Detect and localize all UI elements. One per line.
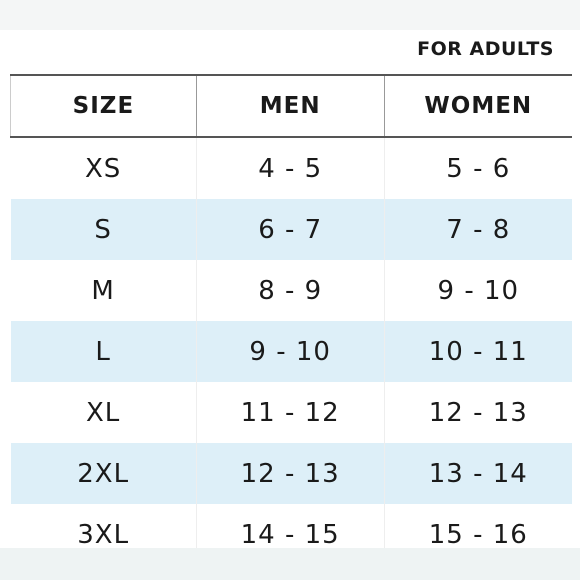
table-cell: 5 - 6 bbox=[383, 137, 572, 199]
table-cell: 6 - 7 bbox=[195, 199, 385, 260]
table-row: XL 11 - 12 12 - 13 bbox=[11, 382, 572, 443]
table-cell: 9 - 10 bbox=[195, 321, 385, 382]
table-cell: 12 - 13 bbox=[195, 443, 385, 504]
table-cell: XL bbox=[86, 397, 121, 428]
table-cell: 8 - 9 bbox=[195, 260, 385, 321]
table-cell: 10 - 11 bbox=[383, 321, 572, 382]
table-cell: 11 - 12 bbox=[195, 382, 385, 443]
header-row: SIZE MEN WOMEN bbox=[10, 74, 572, 138]
table-cell: XS bbox=[84, 153, 122, 184]
table-cell: L bbox=[10, 321, 197, 382]
column-header: MEN bbox=[195, 74, 385, 138]
bottom-band bbox=[0, 548, 580, 580]
table-cell: 4 - 5 bbox=[195, 137, 385, 199]
table-cell: 7 - 8 bbox=[383, 199, 572, 260]
table-cell: M bbox=[91, 275, 115, 306]
table-cell: 2XL bbox=[10, 443, 197, 504]
table-cell: 12 - 13 bbox=[383, 382, 572, 443]
column-header: WOMEN bbox=[383, 74, 572, 138]
table-cell: 3XL bbox=[77, 519, 130, 550]
table-cell: 9 - 10 bbox=[383, 260, 572, 321]
table-row: 2XL 12 - 13 13 - 14 bbox=[10, 443, 572, 504]
table-cell: 13 - 14 bbox=[383, 443, 572, 504]
top-band bbox=[0, 0, 580, 30]
subtitle: FOR ADULTS bbox=[417, 38, 554, 60]
column-header: SIZE bbox=[10, 74, 197, 138]
table-cell: S bbox=[10, 199, 197, 260]
